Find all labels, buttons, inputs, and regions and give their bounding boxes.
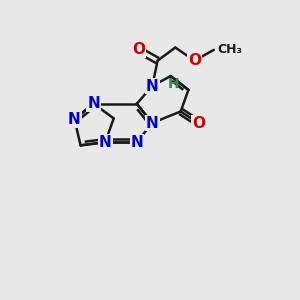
- Text: O: O: [132, 42, 145, 57]
- Text: O: O: [188, 53, 201, 68]
- Text: N: N: [146, 116, 159, 130]
- Text: N: N: [130, 135, 143, 150]
- Text: N: N: [146, 79, 159, 94]
- Text: H: H: [168, 77, 179, 91]
- Text: N: N: [87, 96, 100, 111]
- Text: O: O: [192, 116, 205, 130]
- Text: CH₃: CH₃: [217, 43, 242, 56]
- Text: N: N: [99, 135, 112, 150]
- Text: N: N: [68, 112, 81, 127]
